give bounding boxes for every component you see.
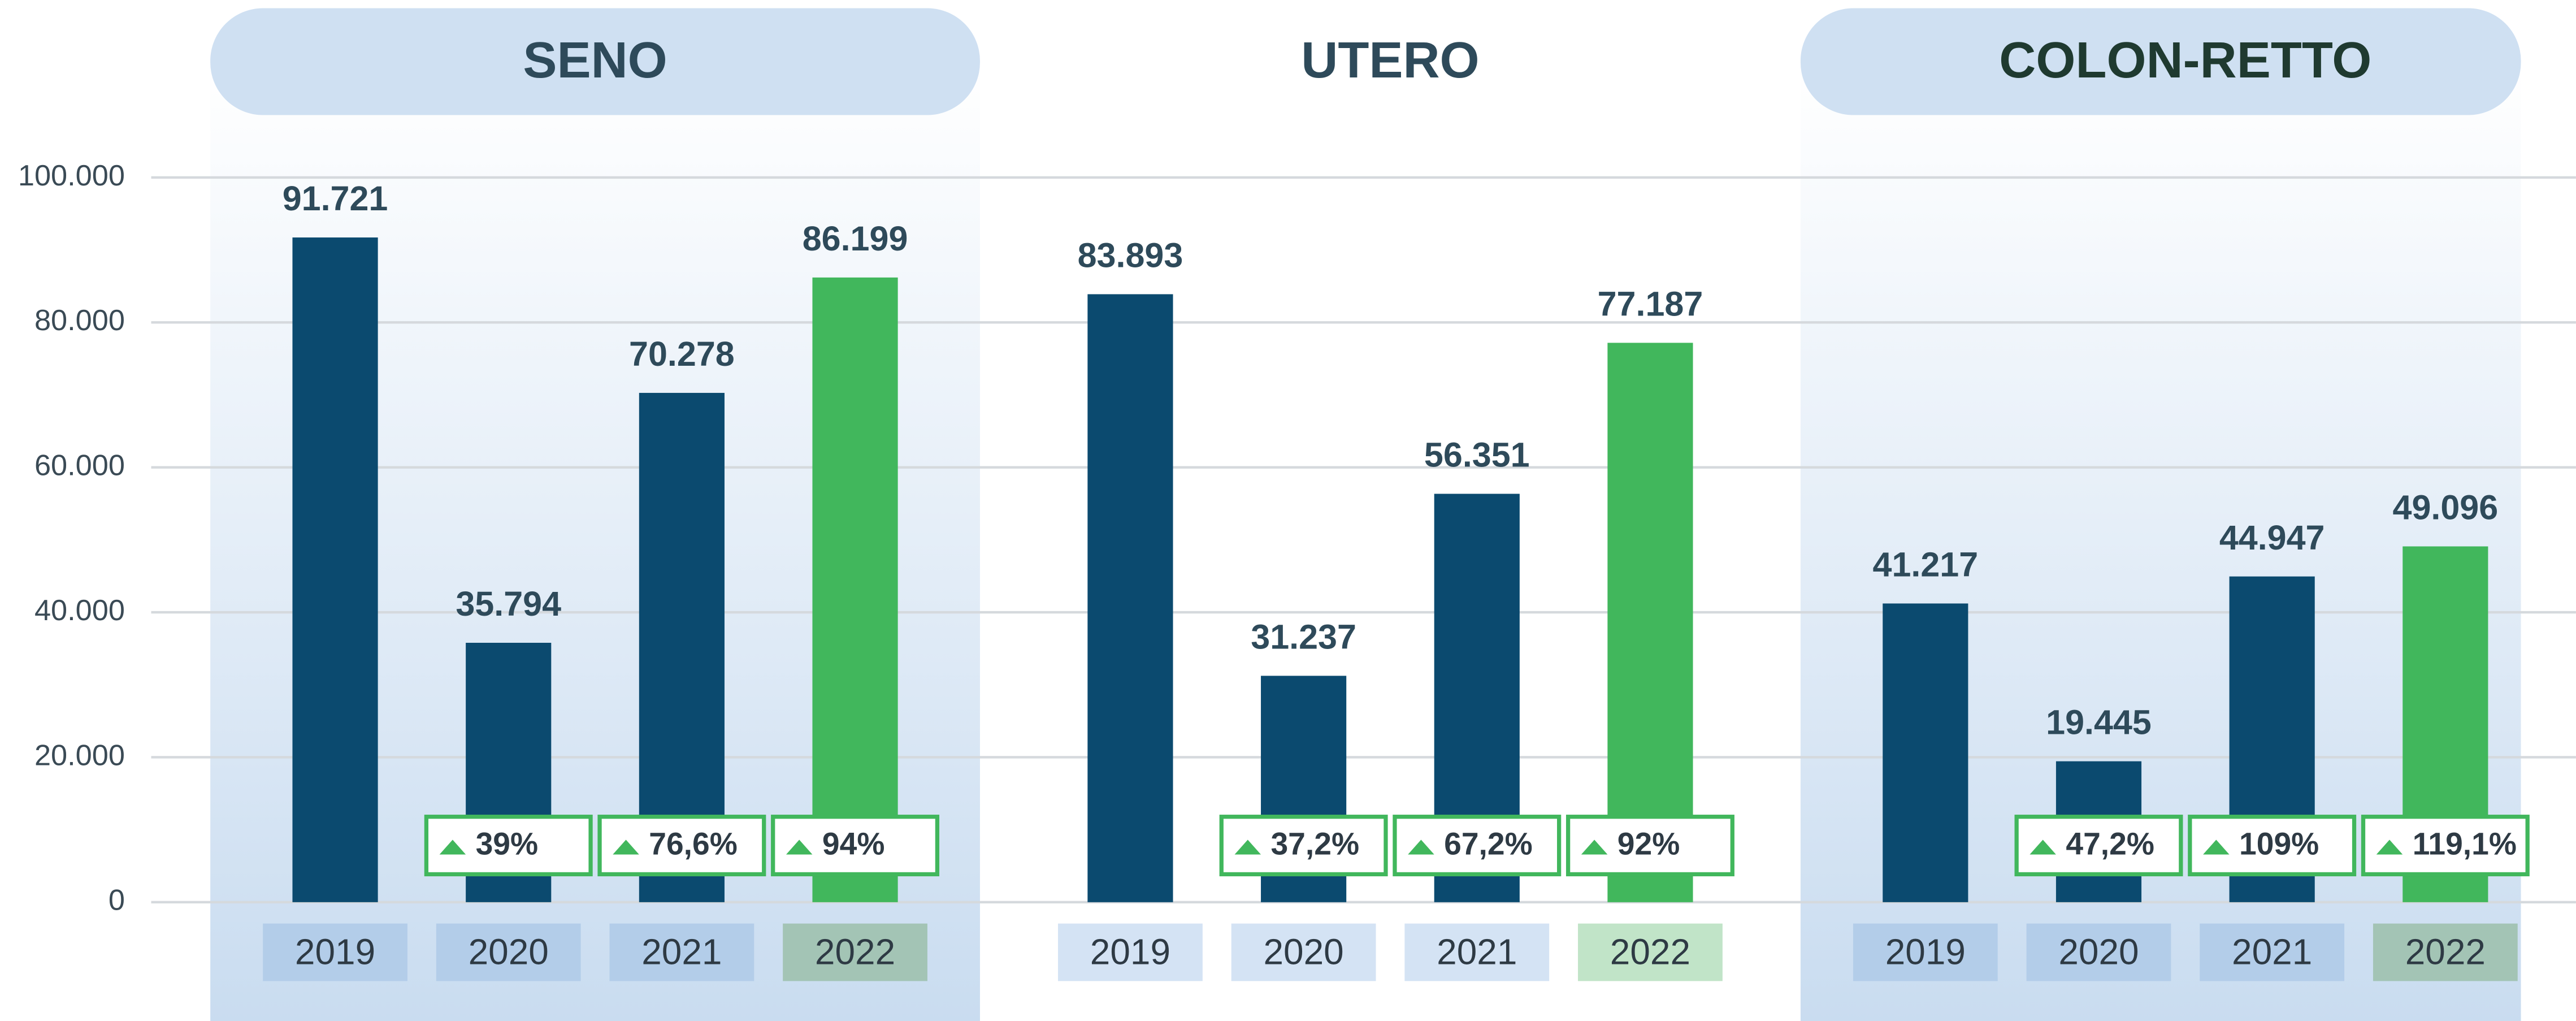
- up-arrow: [2376, 840, 2403, 855]
- up-arrow: [2203, 840, 2230, 855]
- x-tick-label: 2022: [2405, 932, 2486, 972]
- x-tick-label: 2021: [641, 932, 722, 972]
- value-label: 56.351: [1424, 436, 1530, 474]
- value-label: 91.721: [283, 179, 388, 218]
- year-box: [2373, 923, 2518, 981]
- value-label: 86.199: [803, 219, 908, 258]
- x-tick-label: 2020: [1263, 932, 1343, 972]
- bar: [1607, 343, 1693, 902]
- value-label: 44.947: [2219, 518, 2325, 557]
- x-tick-label: 2022: [815, 932, 895, 972]
- x-tick-label: 2021: [2232, 932, 2312, 972]
- group-title: UTERO: [1301, 32, 1479, 89]
- group-title: COLON-RETTO: [1999, 32, 2371, 89]
- x-tick-label: 2019: [1090, 932, 1170, 972]
- change-label: 67,2%: [1444, 827, 1533, 862]
- value-label: 35.794: [456, 585, 561, 623]
- year-box: [609, 923, 754, 981]
- bar: [292, 237, 378, 902]
- y-tick-label: 40.000: [34, 594, 125, 627]
- bar: [812, 277, 898, 902]
- x-tick-label: 2019: [1885, 932, 1966, 972]
- change-box: [1565, 815, 1734, 877]
- value-label: 70.278: [629, 335, 735, 373]
- header-pill: [1800, 8, 2521, 115]
- value-label: 49.096: [2393, 488, 2499, 527]
- up-arrow: [2029, 840, 2056, 855]
- year-box: [2200, 923, 2345, 981]
- change-label: 94%: [822, 827, 885, 862]
- year-box: [436, 923, 581, 981]
- up-arrow: [786, 840, 813, 855]
- change-label: 47,2%: [2066, 827, 2154, 862]
- up-arrow: [613, 840, 639, 855]
- y-tick-label: 100.000: [18, 159, 125, 192]
- up-arrow: [439, 840, 466, 855]
- bar: [1087, 294, 1173, 902]
- value-label: 19.445: [2046, 703, 2152, 742]
- value-label: 31.237: [1251, 618, 1356, 656]
- group-title: SENO: [523, 32, 667, 89]
- up-arrow: [1408, 840, 1434, 855]
- change-label: 119,1%: [2413, 827, 2517, 862]
- year-box: [783, 923, 927, 981]
- x-tick-label: 2021: [1437, 932, 1517, 972]
- up-arrow: [1581, 840, 1608, 855]
- change-label: 39%: [476, 827, 539, 862]
- year-box: [2026, 923, 2171, 981]
- year-box: [1404, 923, 1550, 981]
- year-box: [1058, 923, 1203, 981]
- y-tick-label: 80.000: [34, 304, 125, 337]
- x-tick-label: 2020: [469, 932, 549, 972]
- header-pill: [210, 8, 980, 115]
- change-label: 37,2%: [1270, 827, 1359, 862]
- year-box: [1853, 923, 1998, 981]
- value-label: 41.217: [1873, 546, 1979, 584]
- change-label: 76,6%: [649, 827, 738, 862]
- year-box: [263, 923, 407, 981]
- year-box: [1578, 923, 1723, 981]
- y-tick-label: 20.000: [34, 739, 125, 772]
- value-label: 77.187: [1598, 285, 1703, 323]
- x-tick-label: 2019: [295, 932, 375, 972]
- y-tick-label: 0: [109, 884, 125, 917]
- x-tick-label: 2020: [2058, 932, 2139, 972]
- x-tick-label: 2022: [1610, 932, 1690, 972]
- y-tick-label: 60.000: [34, 449, 125, 482]
- value-label: 83.893: [1078, 236, 1183, 275]
- change-label: 92%: [1617, 827, 1680, 862]
- change-label: 109%: [2239, 827, 2319, 862]
- up-arrow: [1234, 840, 1261, 855]
- year-box: [1231, 923, 1376, 981]
- bar: [1883, 603, 1968, 902]
